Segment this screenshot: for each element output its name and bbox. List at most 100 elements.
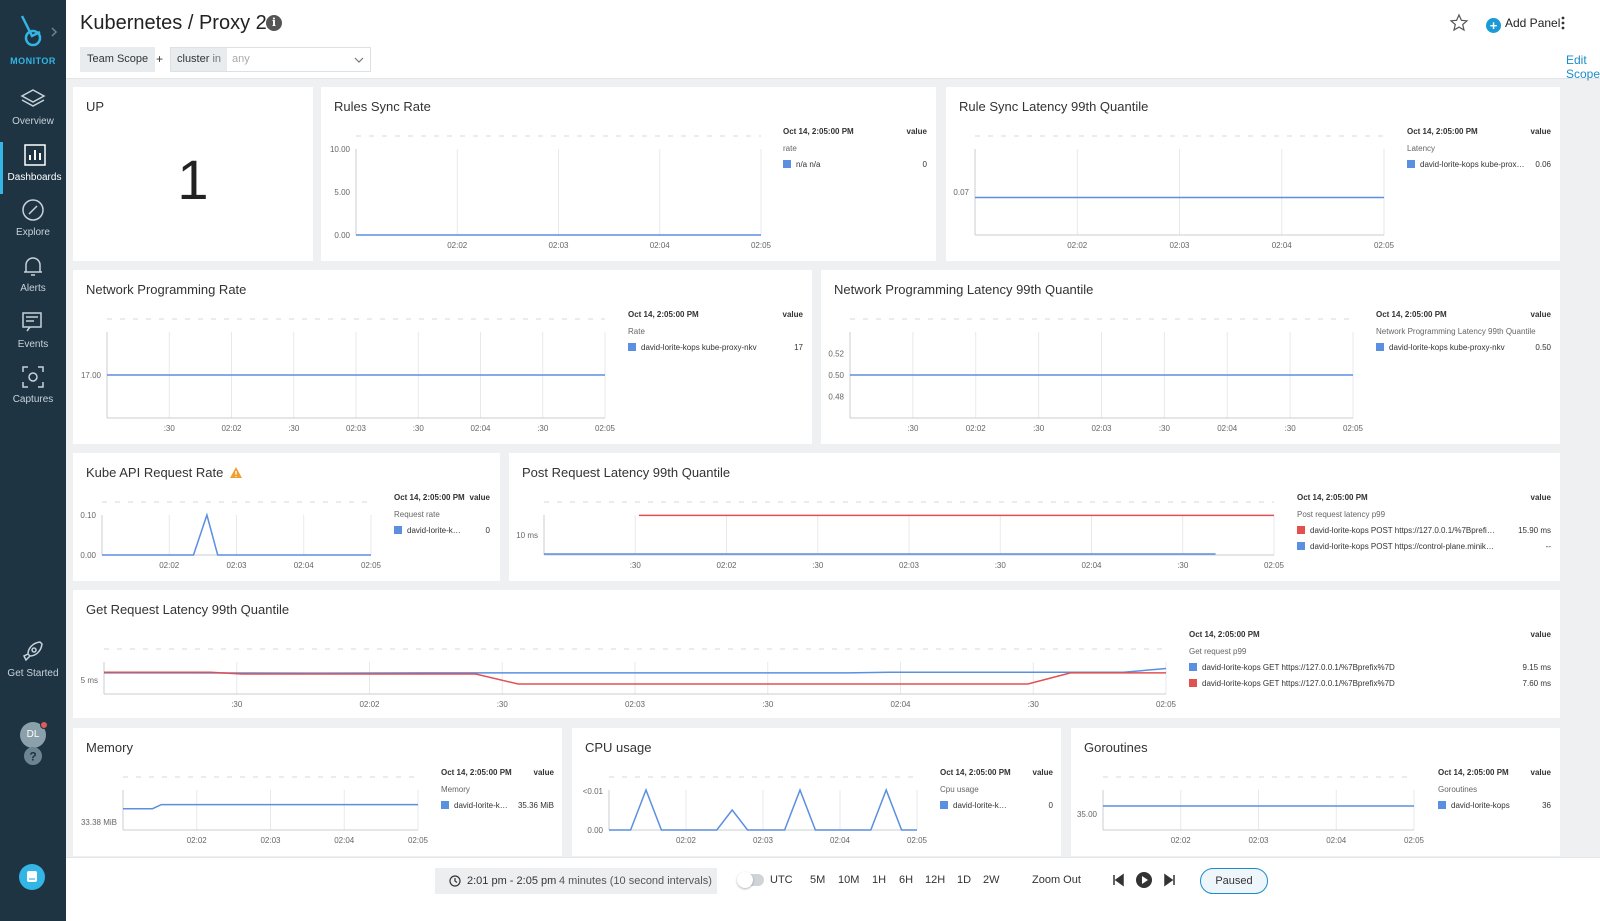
legend-value-header: value [906,127,927,136]
nav-alerts[interactable]: Alerts [0,253,66,305]
nav-dashboards[interactable]: Dashboards [0,142,66,194]
panel-title: Kube API Request Rate [86,465,243,480]
legend-value-header: value [782,310,803,319]
x-tick-label: 02:02 [359,700,380,709]
legend-swatch [1189,679,1197,687]
legend-row[interactable]: n/a n/a 0 [783,160,927,169]
series-line[interactable] [609,787,917,831]
step-forward-icon[interactable] [1162,872,1178,888]
nav-explore[interactable]: Explore [0,197,66,249]
legend-timestamp: Oct 14, 2:05:00 PM [1376,310,1447,319]
zoom-out-button[interactable]: Zoom Out [1032,874,1081,886]
scope-filter[interactable]: cluster in any [170,47,371,72]
line-chart[interactable]: :30 02:02:30 02:03:30 02:04:30 02:05 10 ms [509,453,1560,581]
legend-metric-name: rate [783,144,797,153]
chat-button[interactable] [19,864,45,890]
line-chart[interactable]: 02:02 02:03 02:04 02:05 0.07 [946,87,1560,261]
x-tick-label: 02:03 [226,561,247,570]
step-back-icon[interactable] [1110,872,1126,888]
nav-overview[interactable]: Overview [0,86,66,138]
y-tick-label: 0.10 [80,511,96,520]
legend-row[interactable]: david-lorite-kops POST https://127.0.0.1… [1297,526,1551,535]
x-tick-label: 02:05 [408,836,429,845]
utc-toggle[interactable] [737,872,764,888]
legend-series-value: 0.06 [1535,160,1551,169]
x-tick-label: 02:04 [890,700,911,709]
legend-row[interactable]: david-lorite-kops 36 [1438,801,1551,810]
bell-icon [24,257,42,276]
legend-row[interactable]: david-lorite-kops GET https://127.0.0.1/… [1189,663,1551,672]
legend-row[interactable]: david-lorite-kops GET https://127.0.0.1/… [1189,679,1551,688]
add-panel-button[interactable]: + Add Panel [1486,14,1560,33]
legend-series-value: 0 [485,526,490,535]
legend-metric-name: Post request latency p99 [1297,510,1386,519]
chart-legend: Oct 14, 2:05:00 PM value Rate david-lorite-… [628,310,803,438]
interval-10m[interactable]: 10M [838,874,860,886]
nav-get-started[interactable]: Get Started [0,638,66,690]
legend-swatch [1297,526,1305,534]
line-chart[interactable]: 02:02 02:03 02:04 02:05 <0.01 0.00 [572,728,1061,856]
legend-series-name: david-lorite-kops GET https://127.0.0.1/… [1202,679,1395,688]
legend-swatch [940,801,948,809]
interval-6h[interactable]: 6H [899,874,914,886]
dashboard-header: Kubernetes / Proxy 2 i Team Scope + clus… [66,0,1600,81]
more-options-icon[interactable] [1560,14,1566,32]
line-chart[interactable]: :30 02:02:30 02:03:30 02:04:30 02:05 5 ms [73,590,1560,718]
warning-icon[interactable] [229,466,243,479]
panel-title-text: Post Request Latency 99th Quantile [522,465,731,480]
x-tick-label: 02:05 [1374,241,1395,250]
paused-button[interactable]: Paused [1200,868,1268,894]
legend-row[interactable]: david-lorite-kops 0 [394,526,490,535]
panel-title: Post Request Latency 99th Quantile [522,465,730,480]
line-chart[interactable]: 02:02 02:03 02:04 02:05 0.10 0.00 [73,453,500,581]
legend-row[interactable]: david-lorite-kops POST https://control-p… [1297,542,1551,551]
line-chart[interactable]: 02:02 02:03 02:04 02:05 33.38 MiB [73,728,562,856]
time-range-selector[interactable]: 2:01 pm - 2:05 pm 4 minutes (10 second i… [435,868,717,894]
line-chart[interactable]: :30 02:02:30 02:03:30 02:04:30 02:05 17.00 [73,270,812,444]
legend-timestamp: Oct 14, 2:05:00 PM [441,768,512,777]
x-tick-label: 02:05 [595,424,616,433]
panel-title: Network Programming Latency 99th Quantil… [834,282,1093,297]
play-icon[interactable] [1135,871,1153,889]
nav-captures[interactable]: Captures [0,364,66,416]
legend-row[interactable]: david-lorite-kops 35.36 MiB [441,801,554,810]
help-icon[interactable]: ? [22,745,44,767]
line-chart[interactable]: 02:02 02:03 02:04 02:05 10.00 5.00 0.00 [321,87,936,261]
panel-cpu-usage: CPU usage 02:02 02:03 02:04 02:05 <0.01 0.00 Oc… [572,728,1061,856]
series-line[interactable] [104,671,1166,685]
interval-5m[interactable]: 5M [810,874,826,886]
series-line[interactable] [123,803,418,810]
info-icon[interactable]: i [266,15,282,31]
legend-row[interactable]: david-lorite-kops 0 [940,801,1053,810]
x-tick-label: 02:04 [650,241,671,250]
legend-row[interactable]: david-lorite-kops kube-proxy-nkv 0.06 [1407,160,1551,169]
line-chart[interactable]: 02:02 02:03 02:04 02:05 35.00 [1071,728,1560,856]
edit-scope-link[interactable]: Edit Scope [1566,53,1600,81]
nav-events[interactable]: Events [0,309,66,361]
chart-legend: Oct 14, 2:05:00 PM value Request rate david… [394,493,490,575]
app-name: MONITOR [10,56,56,66]
interval-2w[interactable]: 2W [983,874,1000,886]
legend-series-value: 35.36 MiB [517,801,554,810]
x-tick-label: 02:05 [1156,700,1177,709]
avatar[interactable]: DL [20,721,48,748]
legend-row[interactable]: david-lorite-kops kube-proxy-nkv 17 [628,343,803,352]
team-scope-chip[interactable]: Team Scope [80,47,156,72]
add-panel-label: Add Panel [1505,16,1561,30]
scope-value: any [232,53,250,65]
legend-value-header: value [1530,768,1551,777]
svg-text:?: ? [29,750,36,764]
series-line[interactable] [102,512,371,556]
interval-1d[interactable]: 1D [957,874,972,886]
panel-title: UP [86,99,105,114]
x-tick-label: 02:04 [830,836,851,845]
line-chart[interactable]: :30 02:02:30 02:03:30 02:04:30 02:05 0.52 0.50… [821,270,1560,444]
legend-timestamp: Oct 14, 2:05:00 PM [1297,493,1368,502]
app-logo[interactable]: MONITOR [0,10,66,70]
chart-legend: Oct 14, 2:05:00 PM value Memory david-lorit… [441,768,554,850]
legend-row[interactable]: david-lorite-kops kube-proxy-nkv 0.50 [1376,343,1551,352]
x-tick-label: 02:05 [907,836,928,845]
interval-12h[interactable]: 12H [925,874,946,886]
star-icon[interactable] [1449,13,1469,33]
interval-1h[interactable]: 1H [872,874,887,886]
